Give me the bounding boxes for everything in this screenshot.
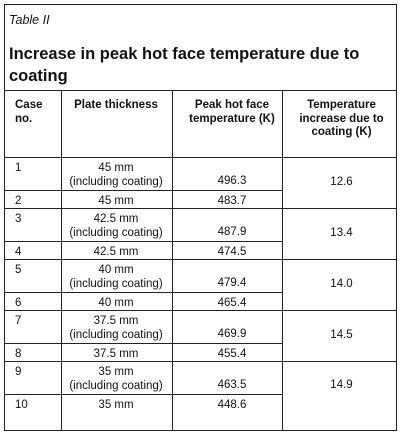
increase-group-divider xyxy=(282,208,396,209)
table-frame xyxy=(4,4,397,431)
table-cell-plate-thickness: 35 mm xyxy=(98,399,134,411)
table-cell-case: 4 xyxy=(15,246,22,258)
column-divider-case xyxy=(61,90,62,430)
row-divider xyxy=(5,259,282,260)
table-cell-peak-temperature: 479.4 xyxy=(217,277,247,289)
table-cell-case: 2 xyxy=(15,195,22,207)
table-cell-plate-thickness: 45 mm (including coating) xyxy=(69,162,163,188)
table-cell-peak-temperature: 474.5 xyxy=(217,246,247,258)
row-divider xyxy=(5,292,282,293)
header-top-rule xyxy=(5,90,396,91)
table-cell-peak-temperature: 496.3 xyxy=(217,175,247,187)
table-cell-case: 7 xyxy=(15,315,22,327)
table-cell-temperature-increase: 14.9 xyxy=(330,379,353,391)
header-plate-thickness: Plate thickness xyxy=(74,99,158,111)
table-cell-case: 10 xyxy=(15,399,28,411)
header-bottom-rule xyxy=(5,157,396,158)
column-divider-peak xyxy=(282,90,283,430)
row-divider xyxy=(5,190,282,191)
column-divider-plate xyxy=(172,90,173,430)
increase-group-divider xyxy=(282,259,396,260)
table-cell-peak-temperature: 487.9 xyxy=(217,226,247,238)
table-label: Table II xyxy=(9,13,50,27)
table-cell-case: 1 xyxy=(15,162,22,174)
increase-group-divider xyxy=(282,361,396,362)
table-cell-temperature-increase: 12.6 xyxy=(330,176,353,188)
table-cell-plate-thickness: 42.5 mm xyxy=(93,246,139,258)
table-cell-peak-temperature: 465.4 xyxy=(217,297,247,309)
table-cell-temperature-increase: 14.5 xyxy=(330,329,353,341)
table-title: Increase in peak hot face temperature du… xyxy=(9,45,360,85)
header-temperature-increase: Temperature increase due to coating (K) xyxy=(299,99,384,138)
table-cell-case: 8 xyxy=(15,348,22,360)
table-cell-case: 9 xyxy=(15,366,22,378)
table-cell-temperature-increase: 13.4 xyxy=(330,227,353,239)
table-cell-plate-thickness: 40 mm (including coating) xyxy=(69,264,163,290)
row-divider xyxy=(5,394,282,395)
increase-group-divider xyxy=(282,310,396,311)
row-divider xyxy=(5,343,282,344)
table-cell-plate-thickness: 35 mm (including coating) xyxy=(69,366,163,392)
table-cell-case: 5 xyxy=(15,264,22,276)
table-cell-plate-thickness: 37.5 mm (including coating) xyxy=(69,315,163,341)
row-divider xyxy=(5,310,282,311)
table-cell-plate-thickness: 42.5 mm (including coating) xyxy=(69,213,163,239)
table-cell-plate-thickness: 40 mm xyxy=(98,297,134,309)
table-cell-peak-temperature: 469.9 xyxy=(217,328,247,340)
table-cell-peak-temperature: 463.5 xyxy=(217,379,247,391)
table-cell-case: 6 xyxy=(15,297,22,309)
row-divider xyxy=(5,361,282,362)
row-divider xyxy=(5,241,282,242)
table-cell-plate-thickness: 45 mm xyxy=(98,195,134,207)
header-case: Case no. xyxy=(15,99,43,125)
row-divider xyxy=(5,208,282,209)
header-peak-temperature: Peak hot face temperature (K) xyxy=(189,99,275,125)
table-cell-peak-temperature: 483.7 xyxy=(217,195,247,207)
table-cell-peak-temperature: 448.6 xyxy=(217,399,247,411)
table-cell-temperature-increase: 14.0 xyxy=(330,278,353,290)
table-cell-plate-thickness: 37.5 mm xyxy=(93,348,139,360)
table-cell-case: 3 xyxy=(15,213,22,225)
table-cell-peak-temperature: 455.4 xyxy=(217,348,247,360)
